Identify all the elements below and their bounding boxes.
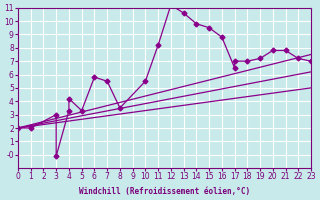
X-axis label: Windchill (Refroidissement éolien,°C): Windchill (Refroidissement éolien,°C)	[79, 187, 250, 196]
